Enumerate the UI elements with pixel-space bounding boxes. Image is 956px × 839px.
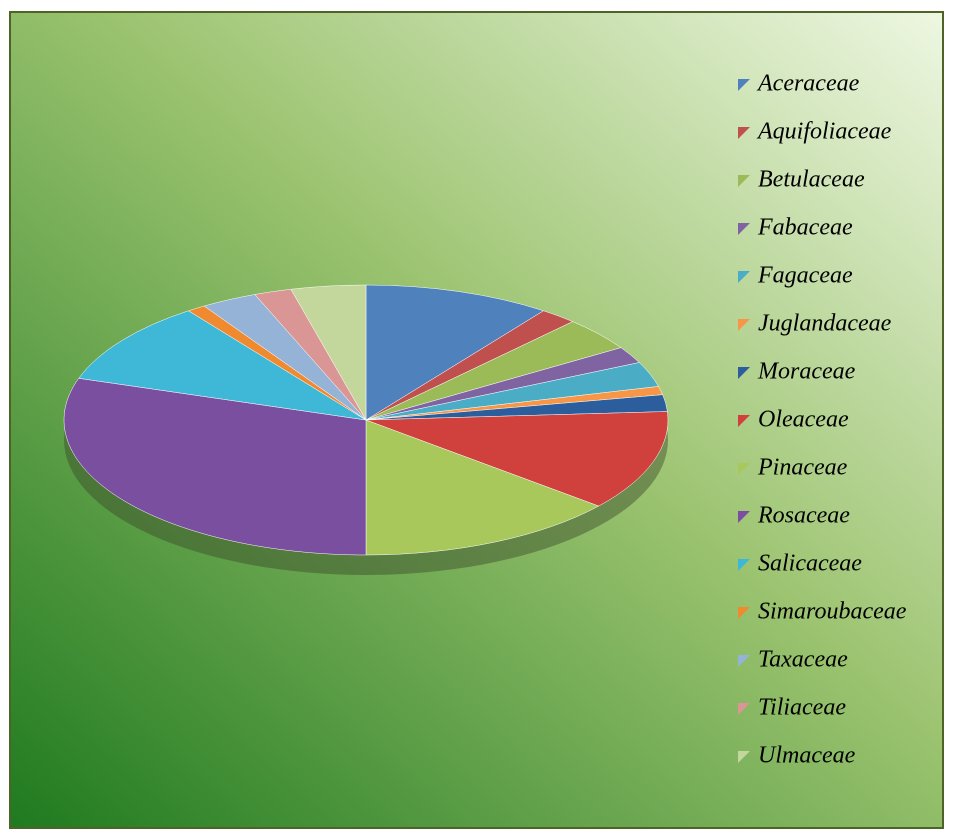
legend-marker [738,703,750,715]
legend-label: Tiliaceae [758,695,846,721]
legend-marker [738,415,750,427]
legend-marker [738,127,750,139]
legend-marker [738,751,750,763]
legend-marker [738,319,750,331]
legend-marker [738,175,750,187]
legend-label: Aceraceae [756,71,860,97]
legend-label: Fabaceae [757,215,853,241]
legend-marker [738,463,750,475]
pie-slice [78,310,367,421]
legend-label: Salicaceae [758,551,862,577]
legend-label: Betulaceae [758,167,865,193]
legend-label: Simaroubaceae [758,599,907,625]
pie-slice [365,284,545,421]
legend-label: Taxaceae [758,647,848,673]
legend: Aceraceae Aquifoliaceae Betulaceae Fabaceae… [738,71,907,769]
legend-marker [738,367,750,379]
legend-label: Ulmaceae [758,743,856,769]
legend-marker [738,655,750,667]
pie-slice [63,378,367,556]
legend-label: Juglandaceae [758,311,892,337]
legend-label: Aquifoliaceae [756,119,892,145]
legend-marker [738,271,750,283]
legend-label: Rosaceae [757,503,850,529]
legend-marker [738,511,750,523]
legend-label: Fagaceae [757,263,853,289]
legend-label: Moraceae [757,359,856,385]
legend-marker [738,79,750,91]
pie-slice [365,411,669,507]
legend-marker [738,223,750,235]
legend-label: Oleaceae [758,407,849,433]
legend-marker [738,559,750,571]
pie-slice [365,419,600,556]
pie-slice [290,284,367,421]
legend-label: Pinaceae [757,455,848,481]
legend-marker [738,607,750,619]
pie [63,284,669,556]
